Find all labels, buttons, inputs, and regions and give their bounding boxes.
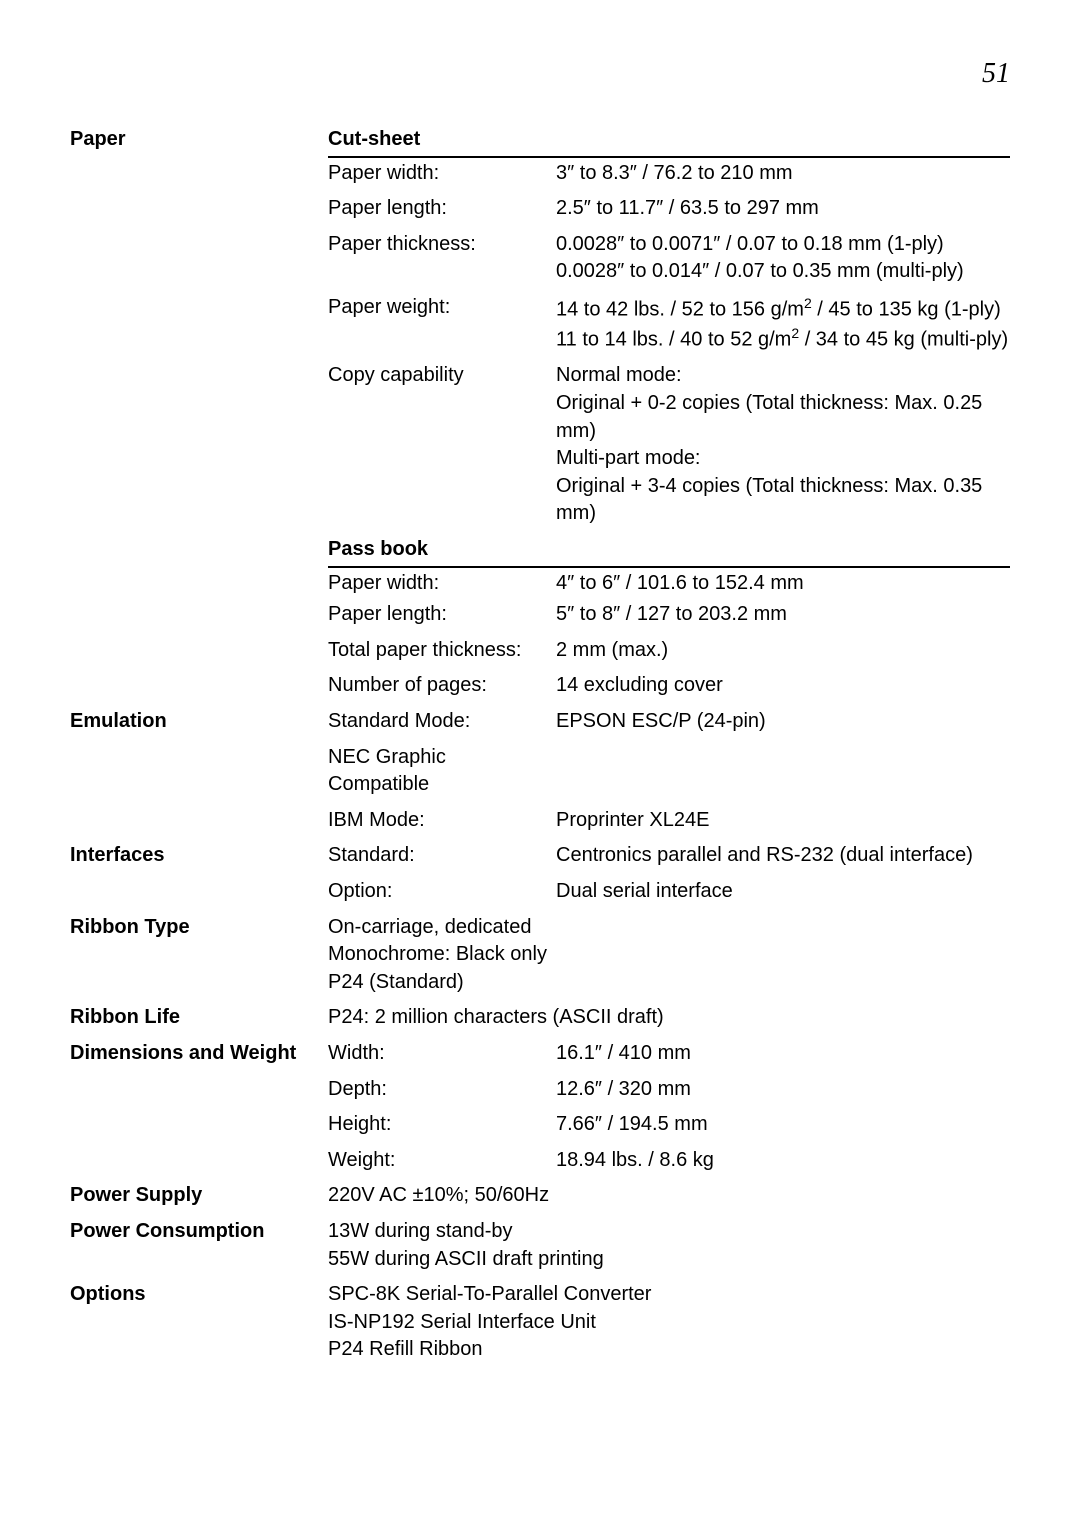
interfaces-heading: Interfaces: [70, 840, 328, 870]
spec-label: Weight:: [328, 1145, 556, 1177]
spec-value: Dual serial interface: [556, 876, 1010, 908]
spec-label: Width:: [328, 1038, 556, 1070]
spec-label: Paper width:: [328, 568, 556, 600]
spec-value: 14 excluding cover: [556, 670, 1010, 702]
power-supply-value: 220V AC ±10%; 50/60Hz: [328, 1180, 1010, 1212]
ribbon-type-value: On-carriage, dedicatedMonochrome: Black …: [328, 912, 1010, 999]
ribbon-life-value: P24: 2 million characters (ASCII draft): [328, 1002, 1010, 1034]
paper-heading: Paper: [70, 124, 328, 154]
power-consumption-heading: Power Consumption: [70, 1216, 328, 1246]
spec-label: Paper length:: [328, 599, 556, 631]
spec-label: Copy capability: [328, 360, 556, 392]
power-consumption-value: 13W during stand-by55W during ASCII draf…: [328, 1216, 1010, 1275]
spec-value: 2 mm (max.): [556, 635, 1010, 667]
options-heading: Options: [70, 1279, 328, 1309]
spec-value: 2.5″ to 11.7″ / 63.5 to 297 mm: [556, 193, 1010, 225]
spec-value: EPSON ESC/P (24-pin): [556, 706, 1010, 738]
spec-grid: Paper Cut-sheet Paper width: 3″ to 8.3″ …: [70, 124, 1010, 1366]
spec-label: NEC Graphic Compatible: [328, 742, 556, 801]
options-value: SPC-8K Serial-To-Parallel ConverterIS-NP…: [328, 1279, 1010, 1366]
power-supply-heading: Power Supply: [70, 1180, 328, 1210]
spec-label: Depth:: [328, 1074, 556, 1106]
spec-label: Option:: [328, 876, 556, 908]
ribbon-life-heading: Ribbon Life: [70, 1002, 328, 1032]
spec-value: 16.1″ / 410 mm: [556, 1038, 1010, 1070]
cut-sheet-heading: Cut-sheet: [328, 124, 1010, 156]
spec-label: Number of pages:: [328, 670, 556, 702]
spec-value: [556, 742, 1010, 746]
spec-label: IBM Mode:: [328, 805, 556, 837]
spec-value: 5″ to 8″ / 127 to 203.2 mm: [556, 599, 1010, 631]
spec-value: Centronics parallel and RS-232 (dual int…: [556, 840, 1010, 872]
spec-label: Paper length:: [328, 193, 556, 225]
spec-value: 4″ to 6″ / 101.6 to 152.4 mm: [556, 568, 1010, 600]
spec-label: Paper weight:: [328, 292, 556, 324]
spec-label: Paper thickness:: [328, 229, 556, 261]
spec-label: Paper width:: [328, 158, 556, 190]
spec-label: Height:: [328, 1109, 556, 1141]
spec-value: 7.66″ / 194.5 mm: [556, 1109, 1010, 1141]
spec-value: 3″ to 8.3″ / 76.2 to 210 mm: [556, 158, 1010, 190]
spec-value: 12.6″ / 320 mm: [556, 1074, 1010, 1106]
pass-book-heading: Pass book: [328, 534, 1010, 566]
emulation-heading: Emulation: [70, 706, 328, 736]
spec-value: Normal mode:Original + 0-2 copies (Total…: [556, 360, 1010, 530]
spec-content: Paper Cut-sheet Paper width: 3″ to 8.3″ …: [70, 124, 1010, 1366]
spec-value: 18.94 lbs. / 8.6 kg: [556, 1145, 1010, 1177]
page-number: 51: [982, 58, 1010, 90]
spec-label: Standard:: [328, 840, 556, 872]
dimensions-heading: Dimensions and Weight: [70, 1038, 328, 1068]
spec-value: Proprinter XL24E: [556, 805, 1010, 837]
page: 51 Paper Cut-sheet Paper width: 3″ to 8.…: [0, 0, 1080, 1529]
spec-label: Total paper thickness:: [328, 635, 556, 667]
spec-label: Standard Mode:: [328, 706, 556, 738]
ribbon-type-heading: Ribbon Type: [70, 912, 328, 942]
spec-value: 14 to 42 lbs. / 52 to 156 g/m2 / 45 to 1…: [556, 292, 1010, 357]
spec-value: 0.0028″ to 0.0071″ / 0.07 to 0.18 mm (1-…: [556, 229, 1010, 288]
